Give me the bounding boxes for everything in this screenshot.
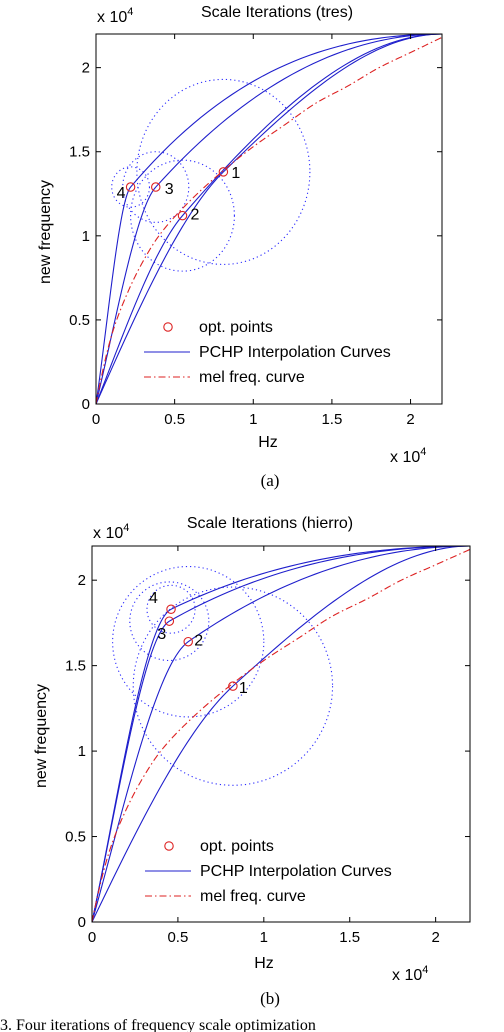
opt-point-3 [164,616,175,626]
opt-point-label-4: 4 [117,185,126,202]
x-tick-label: 0.5 [164,411,185,428]
search-circle-3 [129,581,210,662]
x-multiplier-a: x 104 [390,446,426,466]
mel-frequency-curve [96,36,442,404]
opt-point-label-2: 2 [194,633,203,650]
legend-marker-opt-points [163,322,173,332]
legend-label: opt. points [199,319,273,336]
x-tick-label: 1.5 [339,929,360,946]
legend-b: opt. points PCHP Interpolation Curves mel … [145,838,392,905]
opt-point-3 [151,182,161,192]
plot-marks-b: 1 2 3 4 [92,546,470,922]
pchp-curve-1 [96,34,442,404]
figure-footer-text: 3. Four iterations of frequency scale op… [0,1017,316,1032]
opt-point-2 [177,210,188,221]
plot-frame-a [95,33,443,405]
legend-label: opt. points [200,838,274,855]
plot-area [92,546,470,922]
y-tick-label: 1 [82,228,90,245]
y-tick-label: 0.5 [65,829,86,846]
opt-point-4 [125,182,136,192]
pchp-curve-4 [92,546,470,922]
opt-point-2 [183,636,193,647]
x-tick-label: 2 [406,411,414,428]
opt-point-label-1: 1 [239,680,248,697]
plot-area [96,34,442,404]
search-circle-1 [132,586,334,786]
search-circle-2 [112,565,265,718]
y-axis-label-a: new frequency [37,180,54,284]
chart-panel-b: x 104 Scale Iterations (hierro) 1 2 3 4 0 0.… [33,515,471,1008]
y-tick-label: 1 [78,743,86,760]
x-multiplier-b: x 104 [392,964,428,984]
opt-point-4 [166,604,176,614]
legend-marker-opt-points [164,841,174,851]
legend-label: PCHP Interpolation Curves [200,863,392,880]
pchp-curve-3 [96,34,442,404]
search-circle-4 [146,584,196,634]
legend-label: mel freq. curve [199,369,305,386]
y-tick-label: 0 [82,396,90,413]
opt-point-1 [218,167,229,177]
x-tick-label: 1 [249,411,257,428]
pchp-curve-2 [96,34,442,404]
x-axis-label-b: Hz [254,955,274,972]
legend-a: opt. points PCHP Interpolation Curves mel … [144,319,391,386]
x-tick-label: 1.5 [321,411,342,428]
x-tick-label: 2 [431,929,439,946]
pchp-curve-2 [92,546,470,922]
y-tick-label: 1.5 [69,144,90,161]
x-axis-label-a: Hz [258,434,278,451]
search-circle-4 [111,166,151,208]
search-circle-2 [130,159,235,272]
y-tick-label: 2 [78,572,86,589]
opt-point-label-4: 4 [149,590,158,607]
x-tick-label: 0.5 [167,929,188,946]
y-tick-label: 1.5 [65,658,86,675]
y-multiplier-b: x 104 [93,522,129,542]
plot-frame-b [91,545,471,923]
axis-ticks-b: 0 0.5 1 1.5 2 0 0.5 1 1.5 2 [65,546,470,946]
caption-a: (a) [261,471,280,490]
axis-ticks-a: 0 0.5 1 1.5 2 0 0.5 1 1.5 2 [69,34,442,428]
legend-label: PCHP Interpolation Curves [199,344,391,361]
pchp-curve-1 [92,546,470,922]
x-tick-label: 0 [92,411,100,428]
legend-label: mel freq. curve [200,888,306,905]
opt-point-label-2: 2 [191,207,200,224]
y-tick-label: 0.5 [69,312,90,329]
caption-b: (b) [260,989,280,1008]
pchp-curve-3 [92,546,470,922]
x-tick-label: 1 [260,929,268,946]
opt-point-1 [228,681,238,691]
opt-point-label-3: 3 [165,181,174,198]
y-tick-label: 2 [82,60,90,77]
opt-point-label-1: 1 [231,165,240,182]
chart-title-b: Scale Iterations (hierro) [187,515,353,532]
y-tick-label: 0 [78,914,86,931]
y-multiplier-a: x 104 [97,6,133,26]
pchp-curve-4 [96,34,442,404]
plot-marks-a: 1 23 4 [96,34,442,404]
search-circle-3 [122,151,190,223]
chart-title-a: Scale Iterations (tres) [201,4,353,21]
search-circle-1 [136,78,311,265]
y-axis-label-b: new frequency [33,684,50,788]
opt-point-label-3: 3 [157,626,166,643]
x-tick-label: 0 [88,929,96,946]
